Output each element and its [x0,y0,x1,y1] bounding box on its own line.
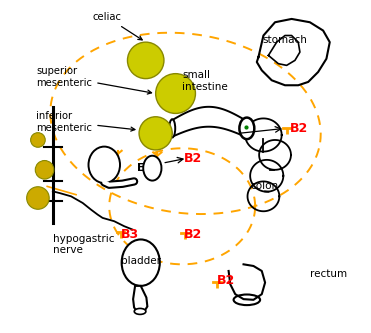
Text: colon: colon [250,181,278,191]
Circle shape [139,117,172,150]
Text: E: E [137,163,145,173]
Ellipse shape [89,147,120,183]
Text: B3: B3 [121,228,139,241]
Text: stomach: stomach [263,36,308,46]
Text: B2: B2 [184,152,202,165]
Circle shape [27,187,49,209]
Text: B2: B2 [184,228,202,241]
Text: small
intestine: small intestine [182,70,228,92]
Ellipse shape [143,156,161,180]
Text: bladder: bladder [121,256,161,266]
Circle shape [35,161,54,179]
Text: B2: B2 [217,274,235,287]
Text: hypogastric
nerve: hypogastric nerve [53,234,114,255]
Polygon shape [133,286,147,312]
Ellipse shape [169,119,175,138]
Circle shape [156,74,196,114]
Text: rectum: rectum [310,269,347,279]
Circle shape [128,42,164,79]
Ellipse shape [239,118,254,139]
Text: celiac: celiac [93,12,142,40]
Ellipse shape [234,294,260,305]
Ellipse shape [122,239,160,286]
Text: superior
mesenteric: superior mesenteric [36,66,151,94]
Circle shape [31,133,45,147]
Text: inferior
mesenteric: inferior mesenteric [36,111,135,133]
Text: B2: B2 [290,122,308,135]
Ellipse shape [134,308,146,314]
